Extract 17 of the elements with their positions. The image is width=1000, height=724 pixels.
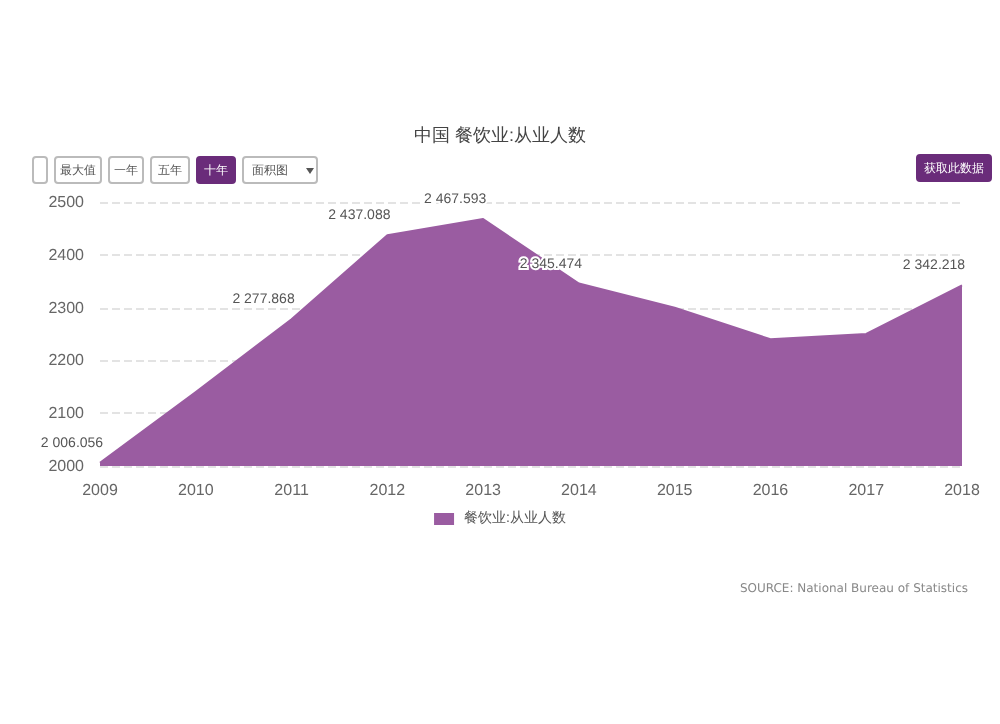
chart-title: 中国 餐饮业:从业人数 — [413, 125, 587, 145]
x-tick-label: 2017 — [848, 481, 886, 499]
x-tick-label: 2009 — [82, 481, 119, 499]
y-tick-label: 2400 — [48, 245, 86, 264]
y-tick-label: 2100 — [48, 404, 86, 423]
y-tick-label: 2500 — [48, 193, 86, 211]
x-tick-label: 2016 — [752, 481, 790, 499]
y-tick-label: 2000 — [48, 457, 86, 475]
x-tick-label: 2018 — [944, 481, 981, 499]
x-tick-label: 2011 — [274, 481, 310, 499]
x-tick-label: 2014 — [561, 481, 598, 499]
x-tick-label: 2013 — [465, 481, 503, 499]
y-tick-label: 2300 — [48, 298, 86, 317]
x-tick-label: 2015 — [656, 481, 694, 499]
y-tick-label: 2200 — [48, 351, 86, 370]
x-tick-label: 2010 — [177, 481, 215, 499]
x-tick-label: 2012 — [369, 481, 407, 499]
